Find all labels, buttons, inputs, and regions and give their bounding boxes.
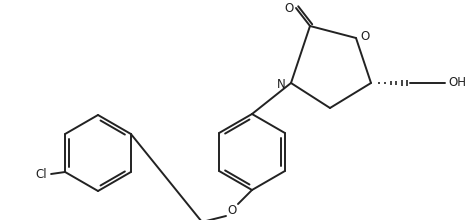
- Text: OH: OH: [448, 77, 466, 90]
- Text: O: O: [360, 31, 369, 44]
- Text: N: N: [277, 79, 286, 92]
- Text: Cl: Cl: [35, 169, 47, 182]
- Text: O: O: [227, 204, 236, 216]
- Text: O: O: [284, 2, 294, 15]
